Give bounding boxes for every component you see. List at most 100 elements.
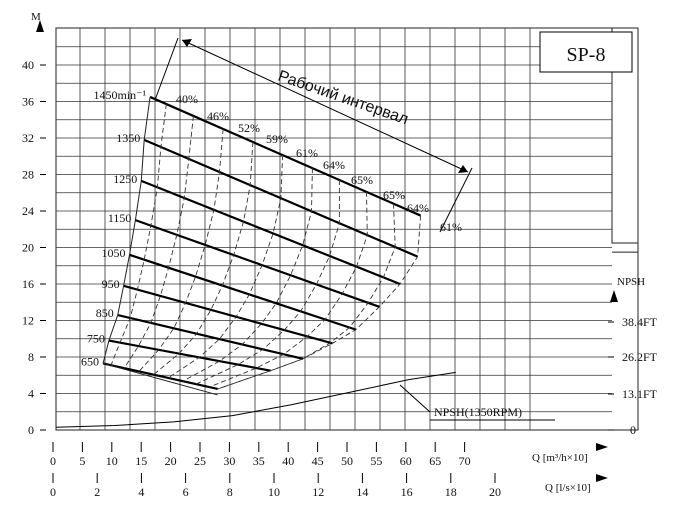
x-axis-2-tick-label: 8 bbox=[227, 485, 233, 499]
efficiency-curve-8 bbox=[217, 203, 396, 390]
y-tick-label: 24 bbox=[22, 204, 34, 218]
speed-label: 950 bbox=[102, 277, 120, 291]
npsh-axis-label: NPSH bbox=[617, 276, 645, 288]
y-axis-arrow bbox=[36, 20, 44, 32]
x-axis-1-tick-label: 40 bbox=[282, 454, 294, 468]
axes bbox=[36, 20, 618, 483]
y-tick-label: 0 bbox=[28, 423, 34, 437]
npsh-tick-label: 38.4FT bbox=[622, 315, 658, 329]
x-axis-1-tick-label: 65 bbox=[429, 454, 441, 468]
x-axis-1-tick-label: 70 bbox=[459, 454, 471, 468]
x-axis-2-tick-label: 16 bbox=[401, 485, 413, 499]
speed-label: 1450min⁻¹ bbox=[93, 88, 146, 102]
efficiency-curve-6 bbox=[195, 180, 340, 385]
x-axis-2-tick-label: 2 bbox=[94, 485, 100, 499]
x-axis-2-label: Q [l/s×10] bbox=[545, 482, 591, 494]
right-frame bbox=[611, 28, 639, 253]
speed-label: 1350 bbox=[116, 131, 140, 145]
operating-range-line bbox=[181, 39, 469, 173]
title-box bbox=[539, 31, 633, 73]
x-axis-1-tick-label: 30 bbox=[223, 454, 235, 468]
efficiency-curve-7 bbox=[209, 191, 368, 388]
x-axis-2-tick-label: 20 bbox=[489, 485, 501, 499]
range-end-right bbox=[439, 167, 473, 233]
efficiency-curve-4 bbox=[167, 155, 284, 379]
npsh-leader bbox=[399, 384, 431, 413]
speed-label: 1050 bbox=[102, 246, 126, 260]
efficiency-curve-2 bbox=[138, 128, 224, 372]
speed-label: 750 bbox=[87, 332, 105, 346]
speed-curve-5 bbox=[123, 284, 333, 345]
npsh-curve-label: NPSH(1350RPM) bbox=[434, 405, 522, 419]
y-tick-label: 12 bbox=[22, 314, 34, 328]
efficiency-label: 65% bbox=[351, 173, 373, 187]
x-axis-1-tick-label: 20 bbox=[165, 454, 177, 468]
x-axis-1-tick-label: 10 bbox=[106, 454, 118, 468]
x-axis-2-tick-label: 4 bbox=[138, 485, 144, 499]
efficiency-label: 64% bbox=[407, 201, 429, 215]
npsh-tick-label: 0 bbox=[630, 423, 636, 437]
x-axis-2-tick-label: 14 bbox=[356, 485, 368, 499]
x-axis-1-label: Q [m³/h×10] bbox=[532, 452, 588, 464]
efficiency-curves bbox=[110, 104, 422, 390]
efficiency-curve-3 bbox=[153, 141, 254, 375]
x-axis-1-tick-label: 45 bbox=[312, 454, 324, 468]
efficiency-label: 52% bbox=[238, 121, 260, 135]
speed-label: 1250 bbox=[113, 172, 137, 186]
y-tick-label: 8 bbox=[28, 350, 34, 364]
efficiency-label: 64% bbox=[323, 158, 345, 172]
efficiency-label: 61% bbox=[296, 146, 318, 160]
npsh-tick-label: 26.2FT bbox=[622, 350, 658, 364]
speed-curve-8 bbox=[102, 362, 218, 391]
x-axis-1-tick-label: 50 bbox=[341, 454, 353, 468]
x-axis-2-tick-label: 10 bbox=[268, 485, 280, 499]
efficiency-label: 65% bbox=[383, 188, 405, 202]
x-axis-2-tick-label: 18 bbox=[445, 485, 457, 499]
x-axis-1-tick-label: 25 bbox=[194, 454, 206, 468]
y-tick-label: 4 bbox=[28, 387, 34, 401]
operating-range-label: Рабочий интервал bbox=[276, 68, 411, 129]
speed-curve-3 bbox=[135, 219, 380, 308]
speed-label: 850 bbox=[96, 306, 114, 320]
x-axis-1-tick-label: 0 bbox=[50, 454, 56, 468]
chart-title: SP-8 bbox=[567, 44, 606, 66]
x-axis-2-tick-label: 6 bbox=[183, 485, 189, 499]
efficiency-label: 59% bbox=[266, 132, 288, 146]
x-axis-1-tick-label: 55 bbox=[370, 454, 382, 468]
range-end-left bbox=[154, 37, 179, 101]
envelope-left bbox=[102, 96, 151, 364]
y-tick-label: 28 bbox=[22, 168, 34, 182]
efficiency-curve-0 bbox=[110, 104, 167, 366]
operating-range-arrow-right bbox=[458, 165, 468, 173]
x-axis-1-tick-label: 60 bbox=[400, 454, 412, 468]
npsh-curve bbox=[55, 371, 456, 428]
efficiency-label: 46% bbox=[207, 109, 229, 123]
y-tick-label: 20 bbox=[22, 241, 34, 255]
y-axis-label: M bbox=[31, 11, 41, 23]
x-axis-2-tick-label: 0 bbox=[50, 485, 56, 499]
efficiency-curve-1 bbox=[123, 115, 194, 369]
speed-curve-0 bbox=[149, 95, 422, 217]
x-axis-1-tick-label: 5 bbox=[79, 454, 85, 468]
efficiency-label: 40% bbox=[176, 92, 198, 106]
speed-curve-4 bbox=[129, 253, 357, 331]
grid bbox=[55, 27, 639, 431]
x-axis-2-tick-label: 12 bbox=[312, 485, 324, 499]
npsh-tick-label: 13.1FT bbox=[622, 387, 658, 401]
y-tick-label: 32 bbox=[22, 131, 34, 145]
y-tick-label: 40 bbox=[22, 58, 34, 72]
efficiency-curve-9 bbox=[217, 215, 422, 390]
speed-label: 650 bbox=[81, 354, 99, 368]
speed-label: 1150 bbox=[108, 211, 132, 225]
speed-curve-6 bbox=[117, 313, 304, 360]
y-tick-label: 36 bbox=[22, 95, 34, 109]
speed-curve-7 bbox=[108, 339, 271, 372]
npsh-axis-arrow bbox=[610, 290, 618, 302]
x-axis-1-tick-label: 35 bbox=[253, 454, 265, 468]
envelope-bottom bbox=[102, 362, 218, 396]
x-axis-1-arrow bbox=[596, 443, 608, 451]
operating-range-arrow-left bbox=[182, 39, 192, 47]
efficiency-label: 61% bbox=[440, 220, 462, 234]
